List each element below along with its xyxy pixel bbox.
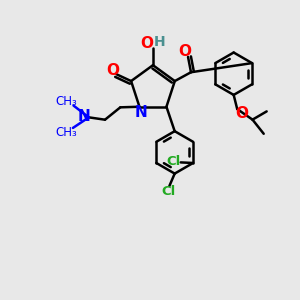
Text: CH₃: CH₃ xyxy=(56,95,77,108)
Text: CH₃: CH₃ xyxy=(55,126,77,139)
Text: O: O xyxy=(140,37,153,52)
Text: Cl: Cl xyxy=(161,185,175,198)
Text: H: H xyxy=(154,34,165,49)
Text: N: N xyxy=(134,104,147,119)
Text: N: N xyxy=(78,109,91,124)
Text: Cl: Cl xyxy=(167,155,181,168)
Text: O: O xyxy=(235,106,248,121)
Text: O: O xyxy=(106,63,119,78)
Text: O: O xyxy=(178,44,191,59)
